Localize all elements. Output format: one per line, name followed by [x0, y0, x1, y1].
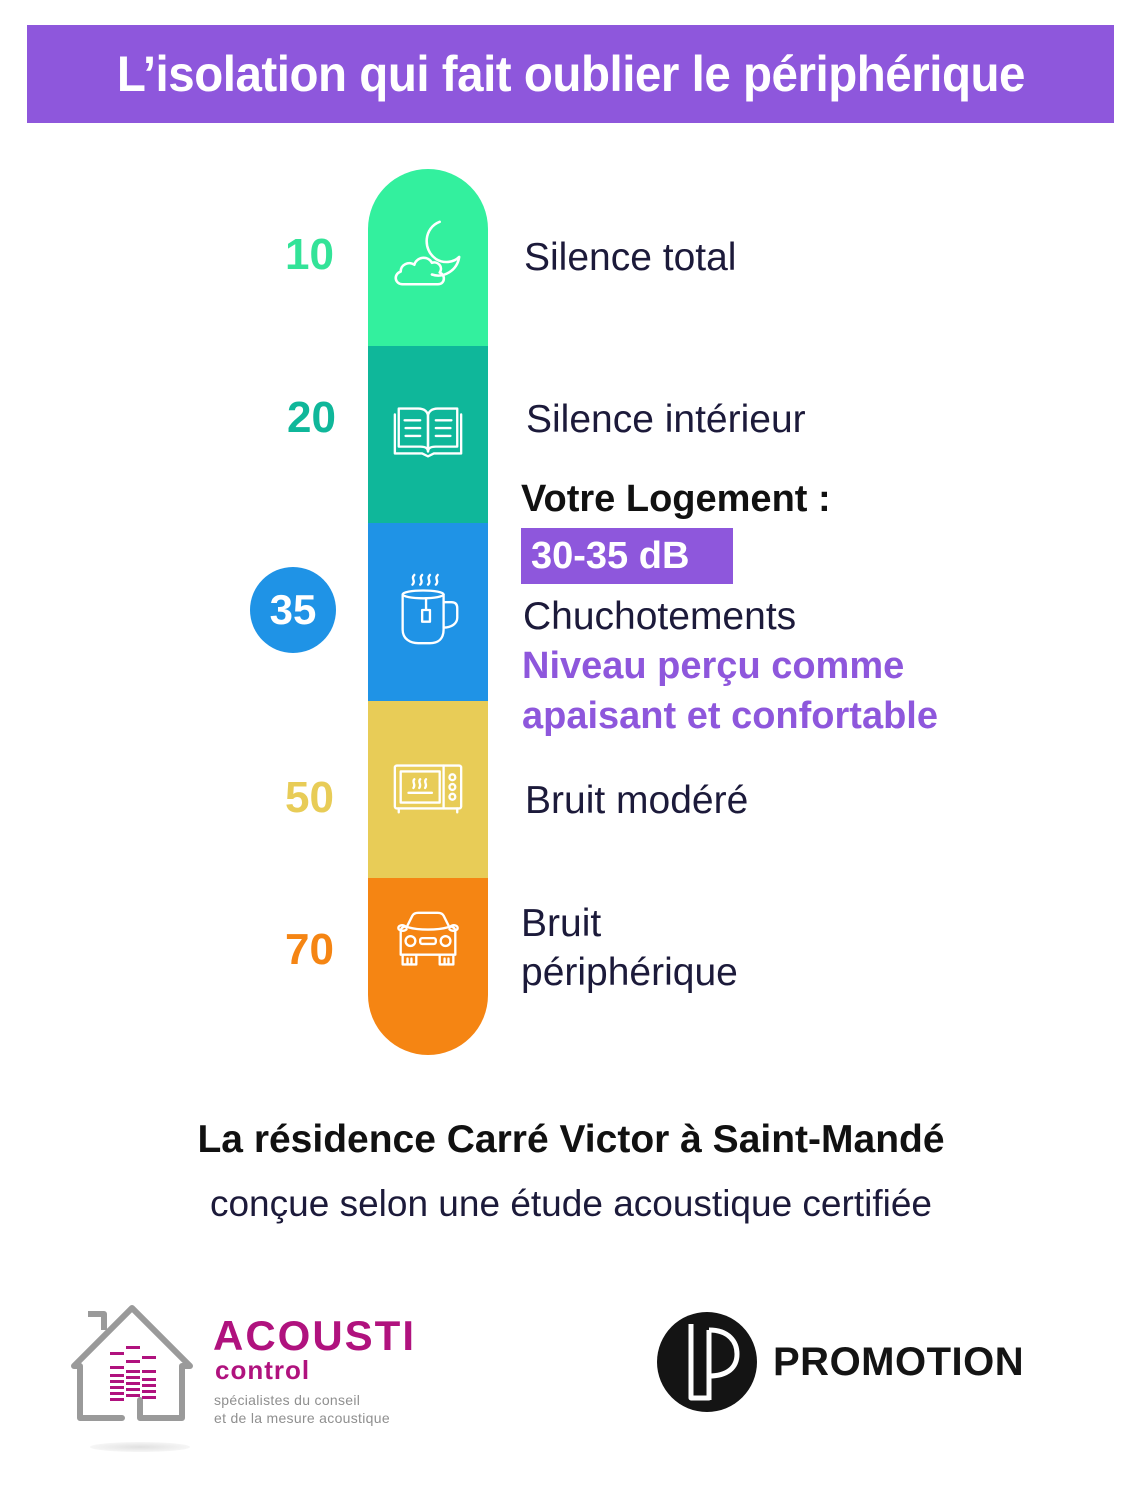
level-value-50: 50	[285, 773, 334, 822]
acousti-brand-name: ACOUSTI	[213, 1312, 416, 1359]
acousti-tagline: spécialistes du conseil et de la mesure …	[214, 1391, 390, 1427]
level-value-10: 10	[285, 230, 334, 279]
residence-title: La résidence Carré Victor à Saint-Mandé	[197, 1118, 945, 1161]
house-equalizer-icon	[70, 1300, 195, 1430]
scale-segment-10	[368, 169, 488, 346]
level-value-70: 70	[285, 925, 334, 974]
level-label-70-line2: périphérique	[521, 951, 738, 995]
lp-brand-name: PROMOTION	[773, 1340, 1025, 1384]
level-label-50: Bruit modéré	[525, 779, 749, 822]
acousti-brand-sub: control	[215, 1355, 311, 1385]
header-banner: L’isolation qui fait oublier le périphér…	[27, 25, 1114, 123]
level-label-70-line1: Bruit	[521, 902, 602, 945]
page-title: L’isolation qui fait oublier le périphér…	[116, 46, 1025, 102]
microwave-icon	[389, 748, 467, 831]
db-range-badge: 30-35 dB	[521, 528, 733, 584]
decibel-scale	[368, 169, 488, 1055]
logo-shadow	[90, 1442, 190, 1452]
scale-segment-35	[368, 523, 488, 701]
level-label-10: Silence total	[524, 236, 737, 279]
moon-cloud-icon	[389, 216, 467, 299]
comfort-note: Niveau perçu comme apaisant et confortab…	[522, 641, 938, 741]
scale-segment-50	[368, 701, 488, 878]
tea-mug-icon	[389, 571, 467, 654]
scale-segment-20	[368, 346, 488, 523]
your-home-title: Votre Logement :	[521, 478, 831, 520]
lp-monogram-icon	[657, 1312, 757, 1412]
acousti-tagline-line2: et de la mesure acoustique	[214, 1410, 390, 1426]
acousti-tagline-line1: spécialistes du conseil	[214, 1392, 361, 1408]
level-label-20: Silence intérieur	[526, 398, 806, 441]
open-book-icon	[389, 393, 467, 476]
level-value-35-highlight: 35	[250, 567, 336, 653]
scale-segment-70	[368, 878, 488, 1055]
level-value-20: 20	[287, 393, 336, 442]
lp-promotion-logo: PROMOTION	[657, 1312, 1037, 1412]
comfort-note-line2: apaisant et confortable	[522, 695, 938, 737]
acousti-control-logo: ACOUSTI control spécialistes du conseil …	[70, 1300, 430, 1460]
level-label-35: Chuchotements	[523, 595, 797, 638]
level-value-35: 35	[269, 586, 317, 633]
car-icon	[389, 904, 467, 987]
residence-subtitle: conçue selon une étude acoustique certif…	[209, 1183, 932, 1224]
comfort-note-line1: Niveau perçu comme	[522, 645, 905, 687]
level-label-70: Bruit périphérique	[521, 899, 738, 997]
